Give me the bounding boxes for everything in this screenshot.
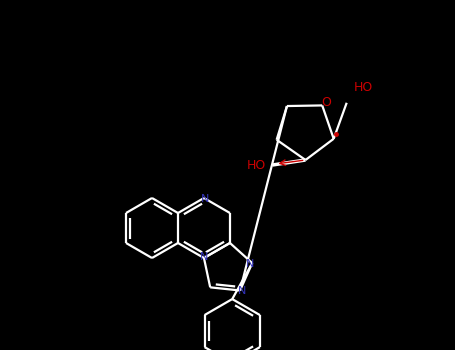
Text: N: N <box>201 194 209 204</box>
Text: N: N <box>200 252 208 262</box>
Text: HO: HO <box>246 160 266 173</box>
Text: N: N <box>246 259 254 269</box>
Text: N: N <box>238 287 246 296</box>
Text: O: O <box>321 96 331 109</box>
Text: HO: HO <box>354 81 373 94</box>
